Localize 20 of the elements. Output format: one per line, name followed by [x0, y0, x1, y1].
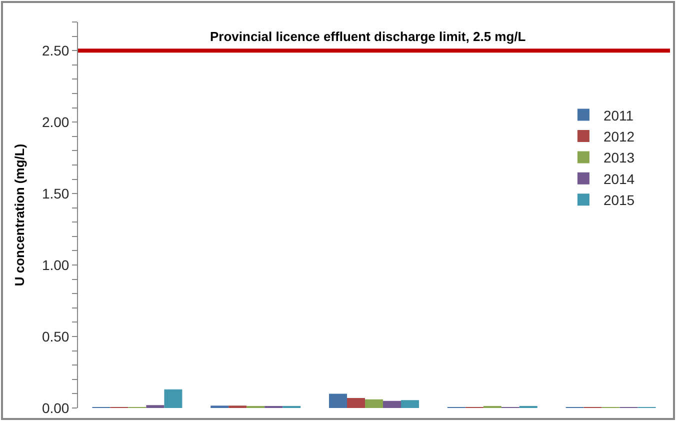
legend-label: 2015 — [603, 192, 635, 208]
y-tick-label: 0.50 — [42, 328, 70, 344]
y-tick-label: 2.00 — [42, 114, 70, 130]
y-tick-label: 0.00 — [42, 400, 70, 416]
y-tick-label: 1.00 — [42, 256, 70, 273]
bar — [401, 400, 419, 408]
legend-label: 2012 — [603, 128, 635, 144]
y-tick-label: 2.50 — [42, 42, 70, 58]
bar — [164, 389, 182, 408]
ref-line-label: Provincial licence effluent discharge limit, 2.5 mg/L — [210, 29, 526, 44]
bar — [146, 405, 164, 408]
legend-label: 2013 — [603, 150, 635, 166]
legend-label: 2011 — [603, 107, 634, 124]
bar — [347, 398, 365, 408]
y-tick-label: 1.50 — [42, 185, 70, 202]
bar — [383, 400, 401, 408]
legend-label: 2014 — [603, 170, 635, 187]
y-axis-title: U concentration (mg/L) — [12, 144, 27, 286]
bar — [365, 399, 383, 408]
bar — [329, 394, 347, 408]
